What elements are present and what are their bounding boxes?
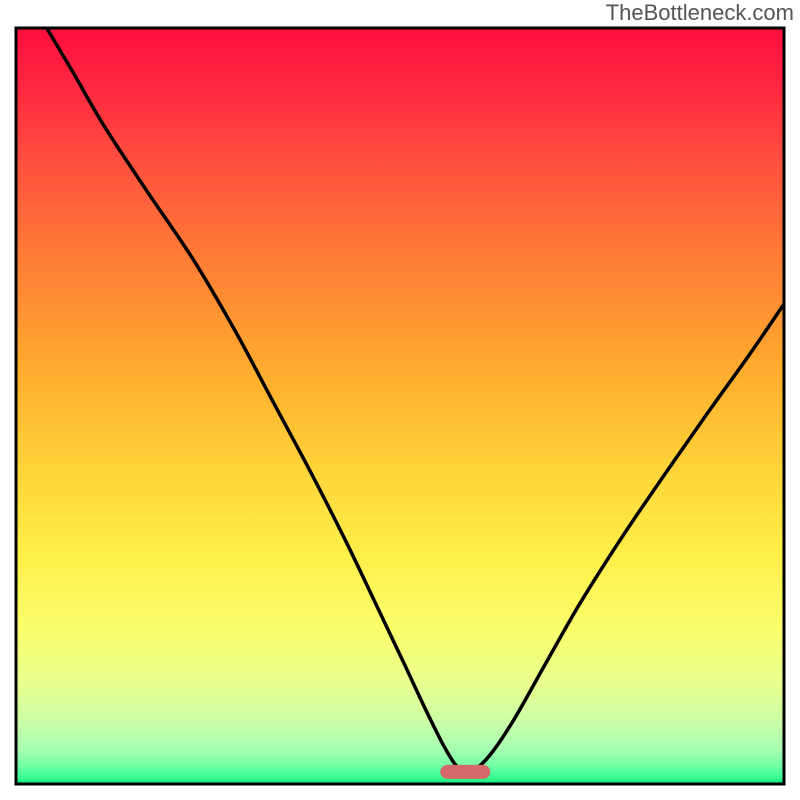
gradient-background [16,28,784,784]
watermark-text: TheBottleneck.com [606,0,794,26]
minimum-marker [440,765,490,779]
bottleneck-chart-svg [0,0,800,800]
chart-container: TheBottleneck.com [0,0,800,800]
